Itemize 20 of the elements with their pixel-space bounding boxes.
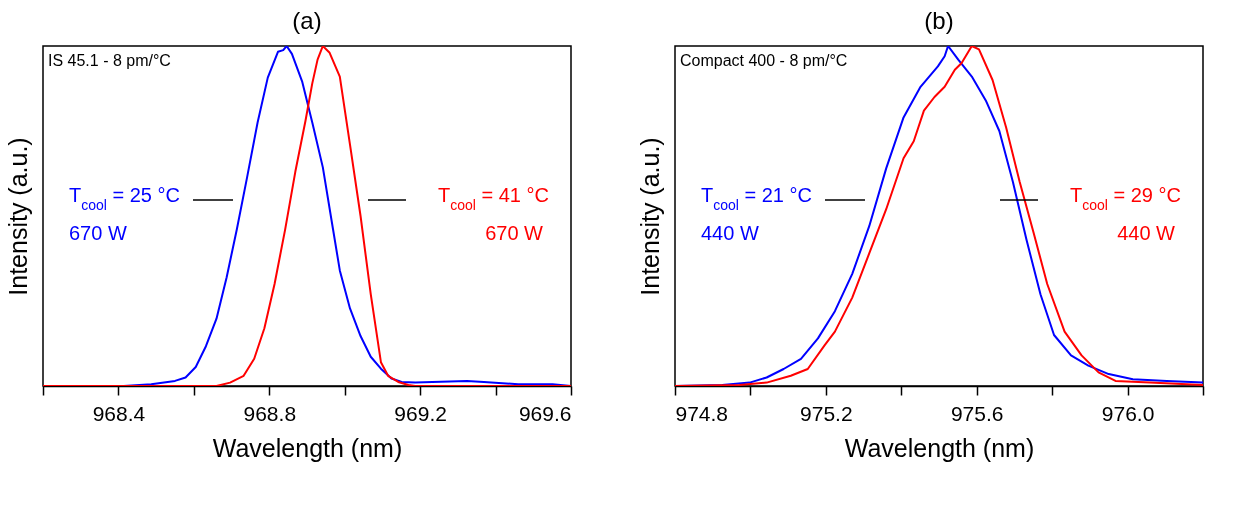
chart-title: (a) [292,7,322,34]
annotation: T$_{cool}$ = 29 °C 440 W [1070,184,1181,244]
annotation: Compact 400 - 8 pm/°C [680,52,848,69]
x-axis-title: Wavelength (nm) [844,433,1035,462]
x-tick-label: 976.0 [1101,401,1155,425]
annotation: T$_{cool}$ = 41 °C 670 W [438,184,549,244]
x-axis-title: Wavelength (nm) [212,433,403,462]
y-axis-title: Intensity (a.u.) [635,137,664,296]
x-tick-label: 968.4 [92,401,146,425]
x-tick-label: 968.8 [243,401,297,425]
x-tick-label: 969.2 [394,401,447,425]
x-tick-label: 974.8 [675,401,729,425]
y-axis-title: Intensity (a.u.) [3,137,32,296]
annotation: T$_{cool}$ = 21 °C 440 W [701,184,812,244]
x-tick-label: 975.2 [800,401,853,425]
annotation: IS 45.1 - 8 pm/°C [48,52,171,69]
chart-title: (b) [924,7,954,34]
x-tick-label: 969.6 [518,401,572,425]
annotation: T$_{cool}$ = 25 °C 670 W [69,184,180,244]
x-tick-label: 975.6 [950,401,1004,425]
